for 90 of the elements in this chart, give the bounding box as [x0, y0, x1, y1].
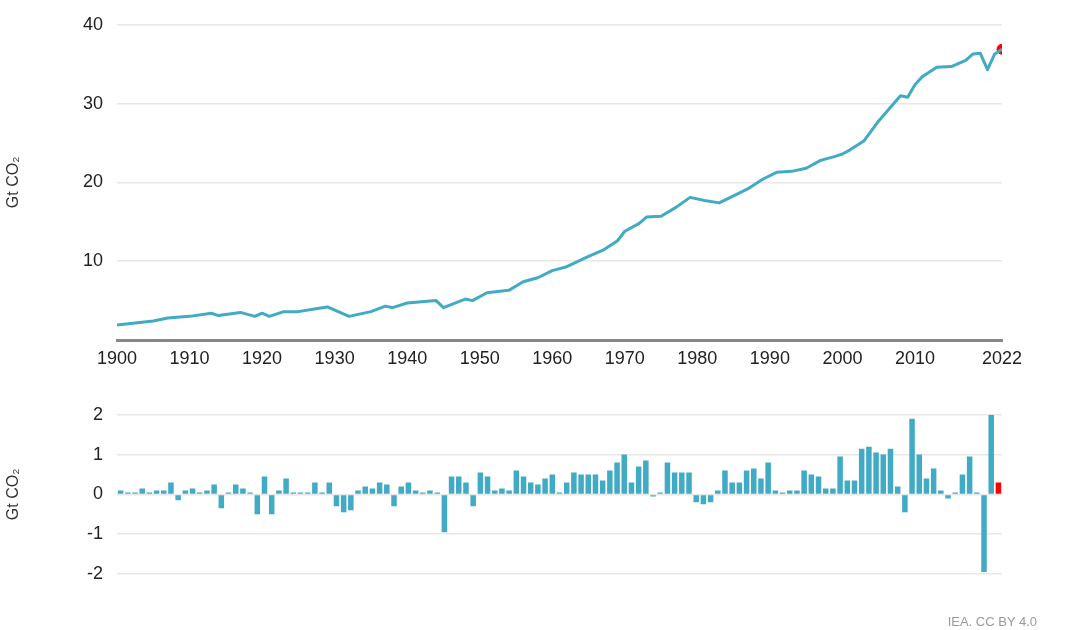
bar	[736, 482, 743, 494]
x-tick-label: 1990	[749, 347, 790, 368]
bar	[470, 495, 476, 507]
bar	[643, 460, 649, 494]
bar	[988, 414, 994, 494]
bar	[664, 462, 671, 494]
y-tick-label: 40	[82, 13, 103, 34]
bar	[693, 495, 699, 503]
bar	[844, 480, 851, 494]
bar	[743, 470, 750, 494]
y-axis-title: Gt CO₂	[4, 156, 22, 209]
bar	[815, 476, 822, 494]
bar	[254, 495, 261, 515]
bar	[491, 490, 498, 494]
bar	[808, 474, 815, 494]
x-tick-label: 1930	[314, 347, 355, 368]
bar	[923, 478, 930, 494]
y-tick-label: -2	[86, 562, 103, 583]
bar	[563, 482, 570, 494]
x-tick-label: 1970	[604, 347, 645, 368]
y-tick-label: 2	[92, 403, 103, 424]
bar	[527, 482, 534, 494]
bar	[909, 418, 915, 494]
bar	[938, 490, 944, 494]
bar	[232, 484, 239, 494]
bar	[182, 490, 189, 494]
bar	[348, 495, 354, 511]
bar	[945, 495, 951, 499]
bar	[981, 495, 987, 573]
bar	[175, 495, 181, 501]
bar	[441, 495, 448, 533]
bar	[858, 448, 865, 494]
y-tick-label: 0	[92, 483, 103, 504]
bar	[894, 486, 901, 494]
bar	[398, 486, 404, 494]
x-tick-label: 2010	[894, 347, 935, 368]
bar	[448, 476, 455, 494]
bar	[930, 468, 937, 494]
bar	[189, 488, 196, 494]
y-axis-title: Gt CO₂	[4, 468, 22, 521]
x-tick-label: 2022	[981, 347, 1023, 368]
bar	[412, 490, 419, 494]
x-tick-label: 1980	[677, 347, 718, 368]
bar	[851, 480, 858, 494]
x-tick-label: 1900	[96, 347, 138, 368]
bar	[268, 495, 275, 515]
x-tick-label: 2000	[822, 347, 863, 368]
bar	[592, 474, 599, 494]
bar	[902, 495, 908, 513]
x-tick-label: 1960	[532, 347, 573, 368]
bar	[786, 490, 793, 494]
y-tick-label: 1	[92, 443, 103, 464]
bar	[384, 484, 390, 494]
x-tick-label: 1910	[169, 347, 210, 368]
bar	[621, 454, 628, 494]
bar	[599, 480, 606, 494]
y-tick-label: -1	[86, 523, 103, 544]
bar	[822, 488, 829, 494]
bar	[635, 466, 642, 494]
bar	[916, 454, 923, 494]
bar	[671, 472, 678, 494]
bar	[995, 482, 1002, 494]
bar	[513, 470, 520, 494]
bar	[340, 495, 347, 513]
x-tick-label: 1950	[459, 347, 500, 368]
bar	[326, 482, 333, 494]
bar	[477, 472, 484, 494]
bar	[628, 482, 635, 494]
bar	[391, 495, 397, 507]
x-tick-label: 1920	[242, 347, 283, 368]
x-tick-label: 1940	[387, 347, 428, 368]
y-tick-label: 10	[82, 250, 103, 271]
bar	[880, 454, 887, 494]
y-tick-label: 20	[82, 171, 103, 192]
text: IEA. CC BY 4.0	[947, 614, 1037, 629]
bar	[585, 474, 592, 494]
bar	[772, 490, 779, 494]
bar	[405, 482, 412, 494]
bar	[261, 476, 268, 494]
bar	[369, 488, 376, 494]
bar	[966, 456, 973, 494]
bar	[117, 490, 124, 494]
bar	[959, 474, 966, 494]
bar	[549, 474, 556, 494]
bar	[376, 482, 383, 494]
bar	[520, 476, 527, 494]
y-tick-label: 30	[82, 92, 103, 113]
bar	[484, 476, 491, 494]
bar	[153, 490, 160, 494]
bar	[887, 448, 894, 494]
